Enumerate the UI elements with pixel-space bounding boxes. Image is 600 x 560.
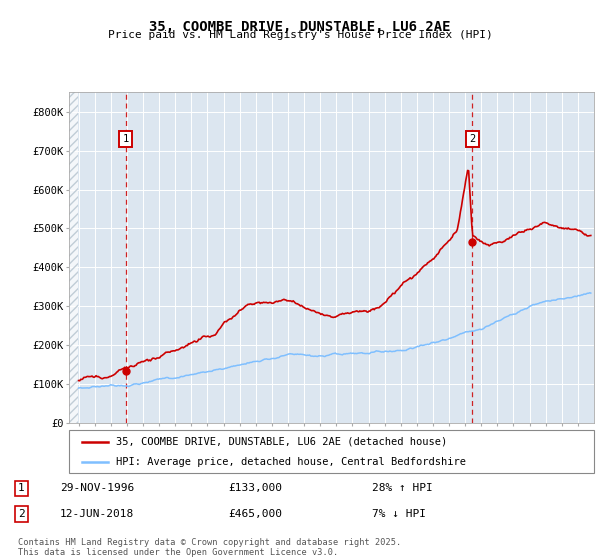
Text: 29-NOV-1996: 29-NOV-1996 (60, 483, 134, 493)
Text: 1: 1 (18, 483, 25, 493)
Bar (69, 92, 78, 423)
Text: £465,000: £465,000 (228, 509, 282, 519)
Text: HPI: Average price, detached house, Central Bedfordshire: HPI: Average price, detached house, Cent… (116, 458, 466, 467)
Text: Price paid vs. HM Land Registry's House Price Index (HPI): Price paid vs. HM Land Registry's House … (107, 30, 493, 40)
Text: 2: 2 (18, 509, 25, 519)
Text: 35, COOMBE DRIVE, DUNSTABLE, LU6 2AE (detached house): 35, COOMBE DRIVE, DUNSTABLE, LU6 2AE (de… (116, 437, 448, 447)
Text: Contains HM Land Registry data © Crown copyright and database right 2025.
This d: Contains HM Land Registry data © Crown c… (18, 538, 401, 557)
Text: 2: 2 (469, 134, 476, 144)
FancyBboxPatch shape (69, 430, 594, 473)
Text: 12-JUN-2018: 12-JUN-2018 (60, 509, 134, 519)
Text: 28% ↑ HPI: 28% ↑ HPI (372, 483, 433, 493)
Text: 1: 1 (122, 134, 129, 144)
Text: 7% ↓ HPI: 7% ↓ HPI (372, 509, 426, 519)
Text: 35, COOMBE DRIVE, DUNSTABLE, LU6 2AE: 35, COOMBE DRIVE, DUNSTABLE, LU6 2AE (149, 20, 451, 34)
Text: £133,000: £133,000 (228, 483, 282, 493)
